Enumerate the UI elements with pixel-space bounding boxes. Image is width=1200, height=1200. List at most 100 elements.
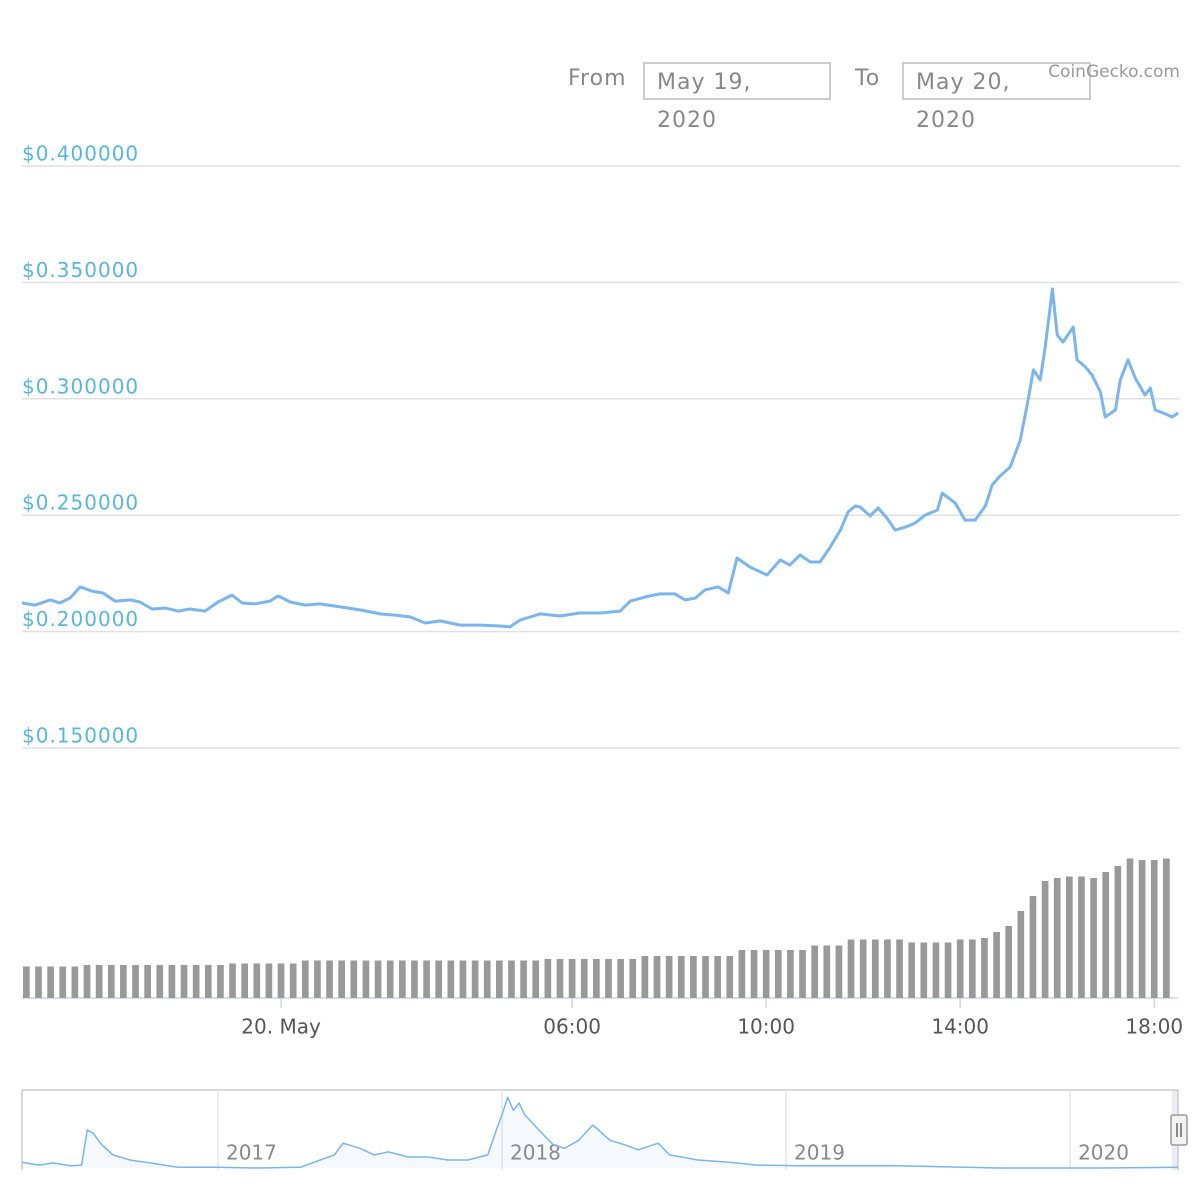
- volume-bar: [859, 939, 867, 998]
- volume-bar: [156, 965, 164, 998]
- volume-bar: [180, 965, 188, 998]
- volume-bar: [83, 965, 91, 998]
- volume-bar: [1078, 876, 1085, 998]
- volume-bar: [350, 960, 358, 998]
- x-tick-label: 2019: [794, 1141, 845, 1165]
- volume-bar: [532, 960, 540, 998]
- volume-bar: [204, 965, 212, 998]
- volume-bar: [23, 966, 30, 998]
- volume-bar: [702, 956, 709, 998]
- volume-bar: [1126, 858, 1134, 998]
- volume-bar: [593, 959, 600, 998]
- y-tick-label: $0.300000: [22, 374, 139, 398]
- volume-bar: [192, 965, 200, 998]
- volume-bar: [107, 965, 115, 998]
- volume-bar: [617, 959, 624, 998]
- volume-bar: [981, 938, 988, 998]
- volume-bar: [750, 950, 758, 998]
- volume-bar: [580, 959, 588, 998]
- volume-bar: [1005, 926, 1013, 998]
- volume-bar: [665, 956, 673, 998]
- volume-bar: [932, 942, 940, 998]
- volume-bar: [968, 939, 976, 998]
- volume-bar: [629, 959, 637, 998]
- volume-bar: [993, 932, 1000, 998]
- volume-bar: [411, 960, 418, 998]
- volume-bar: [374, 960, 382, 998]
- scroll-handle[interactable]: [1170, 1114, 1188, 1146]
- x-tick-label: 2020: [1078, 1141, 1129, 1165]
- volume-bar: [956, 939, 964, 998]
- y-tick-label: $0.350000: [22, 258, 139, 282]
- volume-bar: [95, 965, 103, 998]
- price-line: [21, 287, 1179, 629]
- volume-bar: [762, 950, 770, 998]
- x-tick-label: 14:00: [931, 1015, 989, 1039]
- volume-bar: [483, 960, 491, 998]
- volume-bar: [568, 959, 576, 998]
- x-tick-label: 2017: [226, 1141, 277, 1165]
- volume-bar: [386, 960, 394, 998]
- volume-bar: [265, 963, 273, 998]
- volume-bar: [144, 965, 151, 998]
- volume-bar: [605, 959, 612, 998]
- volume-bar: [435, 960, 443, 998]
- credits[interactable]: CoinGecko.com: [1048, 62, 1180, 82]
- area-fill: [22, 1097, 1178, 1168]
- volume-bar: [229, 963, 236, 998]
- from-input[interactable]: May 19, 2020: [643, 62, 831, 133]
- volume-bar: [47, 966, 54, 998]
- volume-bar: [641, 956, 649, 998]
- volume-bar: [35, 966, 42, 998]
- volume-bar: [714, 956, 721, 998]
- volume-bar: [823, 945, 831, 998]
- volume-bar: [132, 965, 139, 998]
- to-label: To: [855, 66, 881, 91]
- navigator-line: [21, 1096, 1179, 1169]
- volume-bar: [1090, 878, 1097, 998]
- volume-bar: [496, 960, 503, 998]
- volume-bar: [690, 956, 697, 998]
- volume-bar: [301, 960, 309, 998]
- volume-bar: [799, 950, 806, 998]
- volume-bar: [738, 950, 746, 998]
- volume-bar: [1053, 878, 1061, 998]
- volume-bar: [884, 939, 891, 998]
- volume-bar: [944, 942, 952, 998]
- x-tick-label: 06:00: [543, 1015, 601, 1039]
- volume-bar: [871, 939, 879, 998]
- volume-bar: [544, 959, 552, 998]
- volume-bar: [520, 960, 527, 998]
- volume-bar: [1029, 896, 1037, 998]
- volume-bar: [59, 966, 67, 998]
- volume-bar: [471, 960, 479, 998]
- volume-bar: [811, 945, 818, 998]
- volume-bar: [398, 960, 406, 998]
- y-tick-label: $0.400000: [22, 142, 139, 166]
- volume-bar: [677, 956, 685, 998]
- volume-bar: [726, 956, 734, 998]
- volume-bar: [1114, 866, 1122, 998]
- volume-bar: [289, 963, 297, 998]
- volume-bar: [1041, 881, 1049, 998]
- volume-bar: [1150, 860, 1158, 998]
- from-label: From: [568, 66, 627, 91]
- y-tick-label: $0.250000: [22, 491, 139, 515]
- volume-bar: [253, 963, 261, 998]
- volume-bar: [423, 960, 430, 998]
- volume-bar: [508, 960, 515, 998]
- volume-bar: [277, 963, 285, 998]
- volume-bar: [835, 945, 843, 998]
- volume-bar: [908, 942, 916, 998]
- volume-bar: [1138, 860, 1146, 998]
- volume-bar: [787, 950, 794, 998]
- volume-bar: [362, 960, 370, 998]
- volume-bar: [338, 960, 346, 998]
- x-tick-label: 18:00: [1125, 1015, 1183, 1039]
- volume-bar: [896, 939, 903, 998]
- volume-bar: [920, 942, 928, 998]
- volume-bar: [241, 963, 248, 998]
- volume-bar: [774, 950, 782, 998]
- to-input[interactable]: May 20, 2020: [902, 62, 1091, 133]
- volume-bar: [1102, 872, 1110, 998]
